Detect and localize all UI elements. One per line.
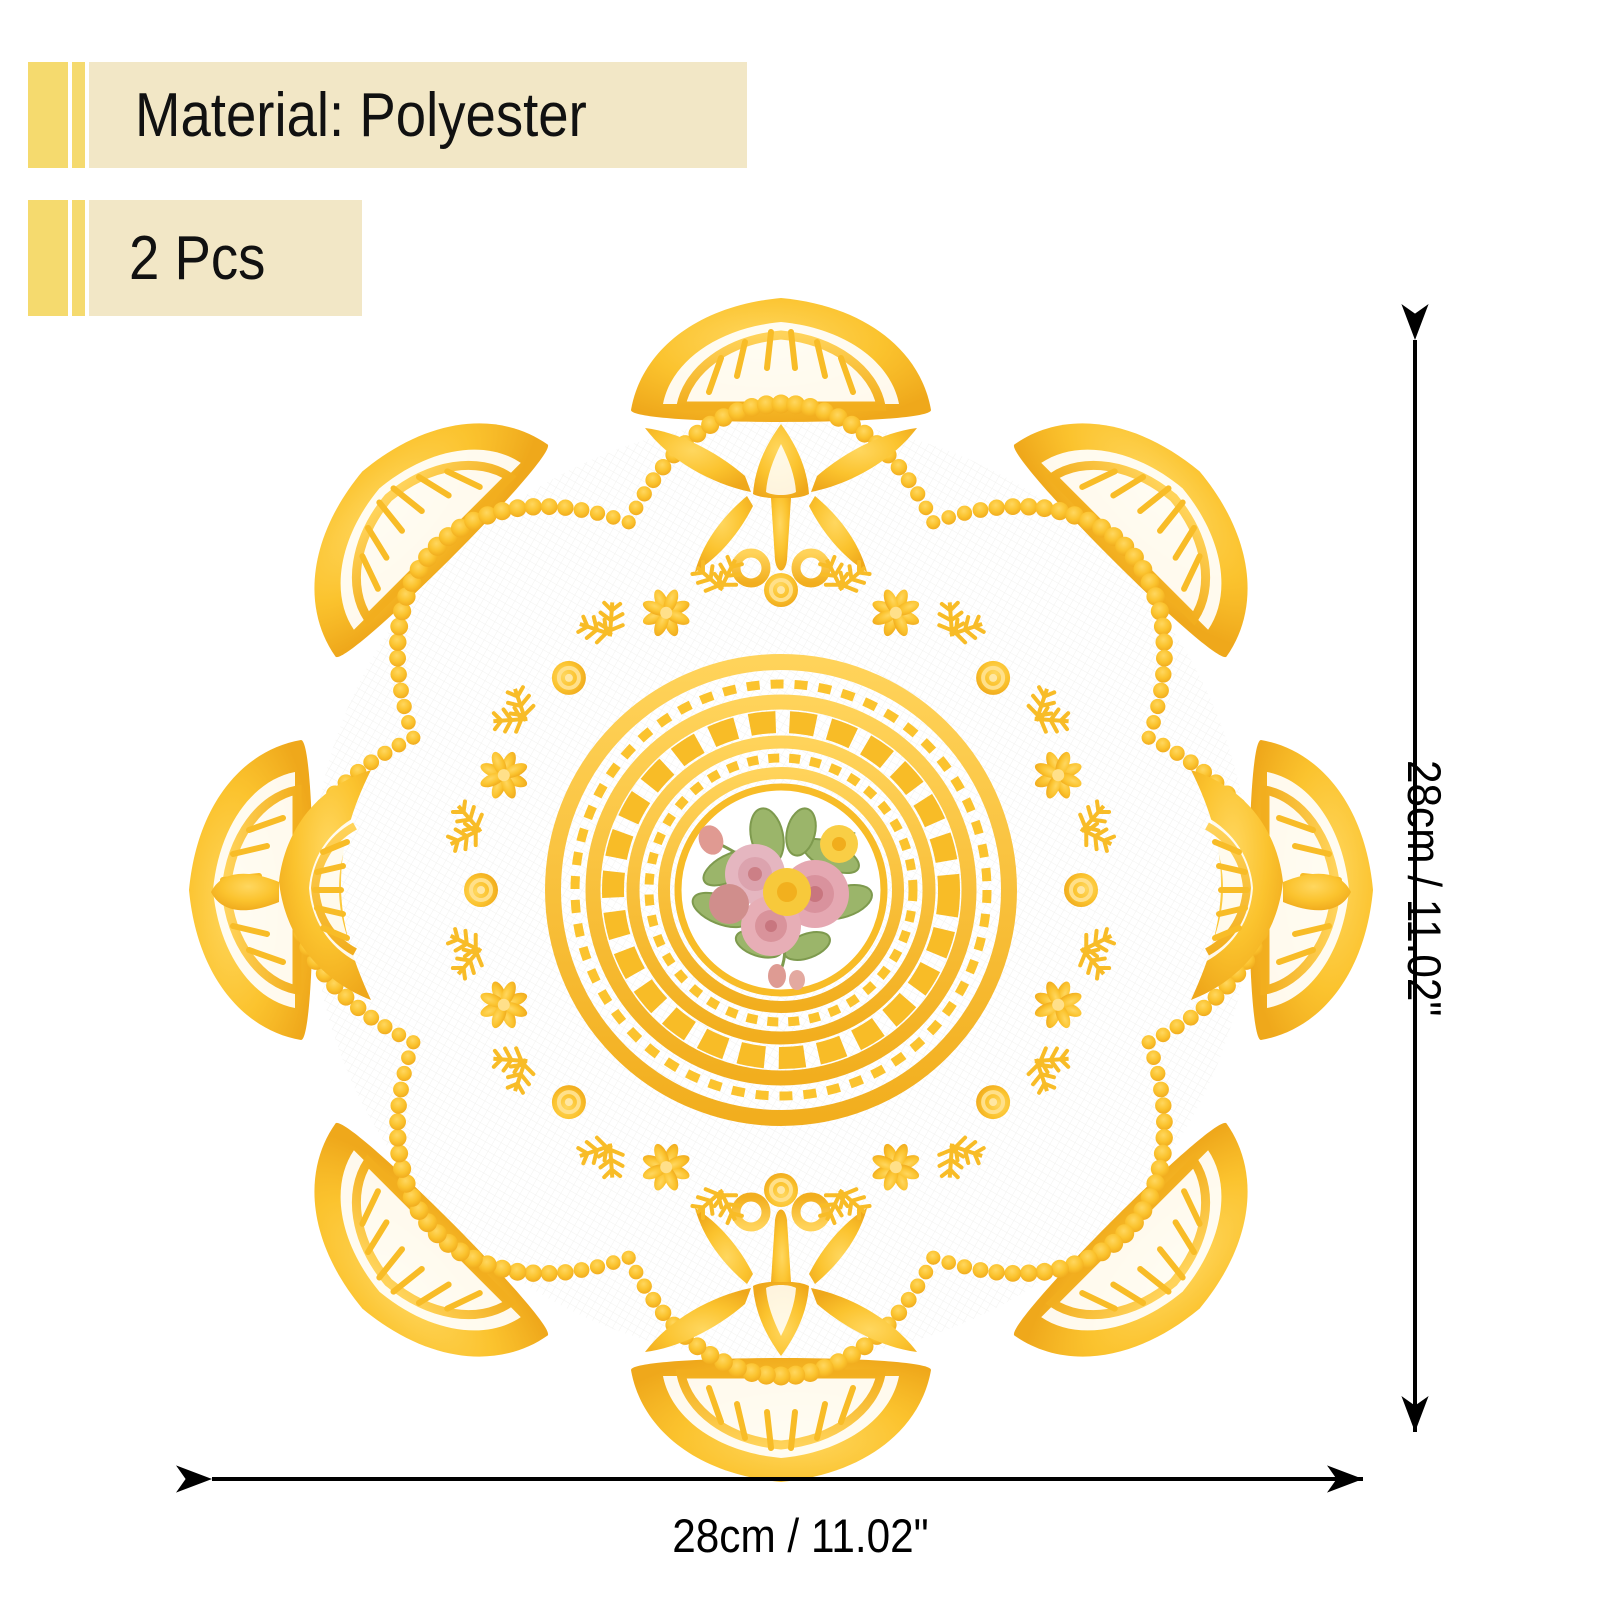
doily-product-photo bbox=[186, 330, 1376, 1450]
badge-panel: Material: Polyester bbox=[89, 62, 747, 168]
badge-panel: 2 Pcs bbox=[89, 200, 362, 316]
doily-center-floral-bouquet bbox=[691, 807, 873, 990]
badge-panel-gap bbox=[85, 200, 89, 316]
badge-material: Material: Polyester bbox=[28, 62, 747, 168]
badge-quantity: 2 Pcs bbox=[28, 200, 362, 316]
badge-accent-bar-thin bbox=[72, 62, 85, 168]
badge-material-label: Material: Polyester bbox=[135, 80, 587, 150]
badge-accent-bar-wide bbox=[28, 200, 68, 316]
badge-bar-gap bbox=[68, 62, 72, 168]
badge-accent-bar-wide bbox=[28, 62, 68, 168]
badge-quantity-label: 2 Pcs bbox=[129, 223, 266, 293]
vertical-dimension-label: 28cm / 11.02" bbox=[1398, 760, 1451, 1017]
badge-panel-gap bbox=[85, 62, 89, 168]
horizontal-dimension-label: 28cm / 11.02" bbox=[0, 1508, 1600, 1563]
doily-illustration bbox=[186, 330, 1376, 1450]
horizontal-dimension-text: 28cm / 11.02" bbox=[671, 1509, 929, 1562]
badge-accent-bar-thin bbox=[72, 200, 85, 316]
badge-bar-gap bbox=[68, 200, 72, 316]
